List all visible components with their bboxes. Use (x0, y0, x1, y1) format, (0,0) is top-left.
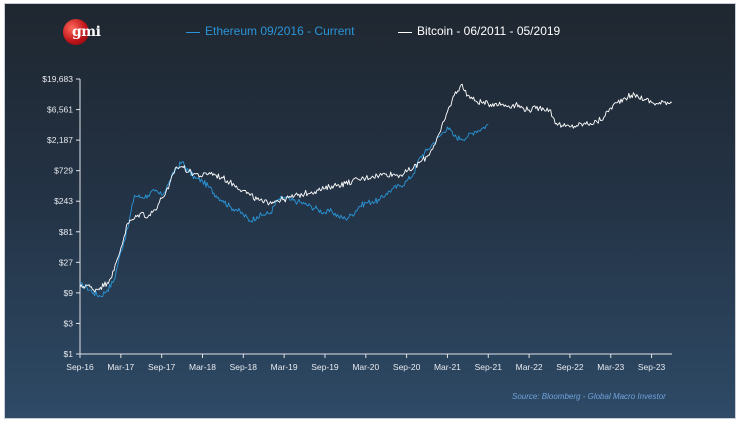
y-tick-label: $1 (64, 349, 74, 359)
x-tick-label: Sep-23 (638, 362, 666, 372)
x-tick-label: Sep-18 (230, 362, 258, 372)
legend-bitcoin-label: Bitcoin - 06/2011 - 05/2019 (417, 24, 561, 38)
x-tick-label: Sep-22 (556, 362, 584, 372)
source-note: Source: Bloomberg - Global Macro Investo… (512, 392, 666, 401)
x-tick-label: Sep-16 (66, 362, 94, 372)
axes: $1 $3 $9 $27 $81 $243 $729 $2,187 $6,561 $19,683 S… (42, 74, 672, 372)
y-tick-label: $81 (59, 227, 73, 237)
x-tick-label: Mar-20 (352, 362, 379, 372)
y-tick-label: $243 (54, 196, 73, 206)
y-tick-label: $27 (59, 257, 73, 267)
y-tick-label: $6,561 (47, 105, 73, 115)
legend-ethereum: Ethereum 09/2016 - Current (186, 24, 354, 38)
chart-frame (4, 3, 736, 419)
y-tick-label: $9 (64, 288, 74, 298)
x-tick-label: Sep-17 (148, 362, 176, 372)
legend-ethereum-swatch (186, 31, 200, 33)
x-tick-label: Mar-17 (107, 362, 134, 372)
y-tick-label: $19,683 (42, 74, 73, 84)
bitcoin-series-line (79, 83, 673, 293)
x-tick-label: Sep-20 (393, 362, 421, 372)
legend-bitcoin-swatch (398, 31, 412, 33)
ethereum-series-line (79, 124, 489, 298)
gmi-logo-icon (63, 19, 89, 45)
x-tick-label: Mar-18 (189, 362, 216, 372)
x-tick-label: Sep-19 (311, 362, 339, 372)
legend-bitcoin: Bitcoin - 06/2011 - 05/2019 (398, 24, 560, 38)
legend-ethereum-label: Ethereum 09/2016 - Current (205, 24, 355, 38)
x-tick-label: Mar-21 (434, 362, 461, 372)
logo-text: gmi (72, 24, 101, 40)
y-tick-label: $3 (64, 318, 74, 328)
x-tick-label: Sep-21 (475, 362, 503, 372)
y-tick-label: $729 (54, 166, 73, 176)
x-tick-label: Mar-23 (597, 362, 624, 372)
y-tick-label: $2,187 (47, 135, 73, 145)
x-tick-label: Mar-19 (271, 362, 298, 372)
series-layer (79, 83, 673, 298)
x-tick-label: Mar-22 (516, 362, 543, 372)
